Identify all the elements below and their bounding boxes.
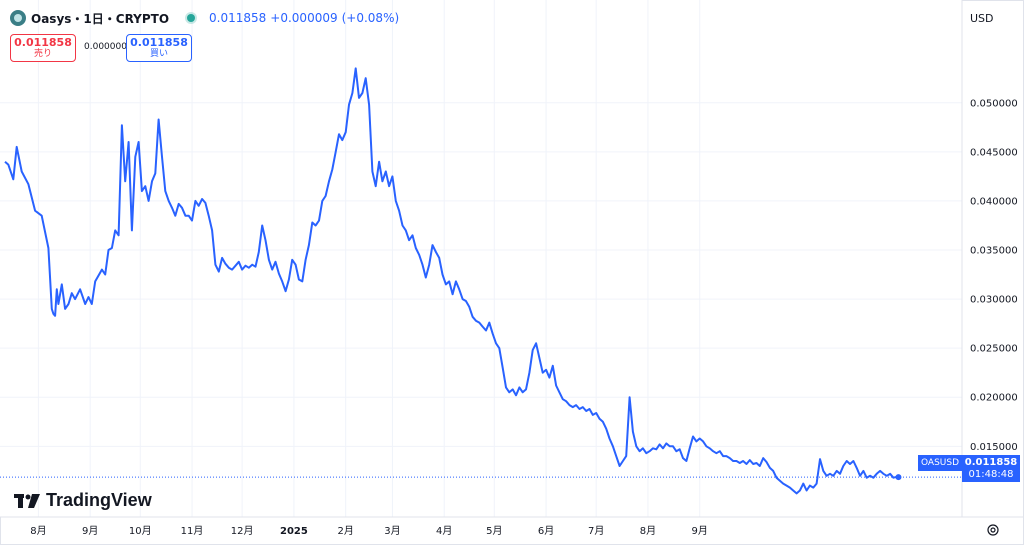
price-axis[interactable]: 0.050000 0.045000 0.040000 0.035000 0.030000… (970, 98, 1018, 453)
grid-vertical (37, 0, 701, 517)
price-axis-tick: 0.015000 (970, 442, 1018, 453)
currency-selector[interactable]: USD (966, 6, 1022, 30)
price-change-percent: (+0.08%) (341, 11, 400, 25)
time-axis-tick: 6月 (538, 525, 554, 537)
price-change: +0.000009 (270, 11, 338, 25)
buy-button[interactable]: 0.011858 買い (126, 34, 192, 62)
bar-countdown: 01:48:48 (968, 468, 1014, 480)
last-price-label-value: 0.011858 (964, 456, 1018, 468)
time-axis[interactable]: 8月 9月 10月 11月 12月 2025 2月 3月 4月 5月 6月 7月 8月 9月 (30, 525, 708, 537)
time-axis-tick: 10月 (129, 525, 152, 537)
time-axis-tick: 7月 (588, 525, 604, 537)
settings-gear-icon[interactable] (986, 523, 1000, 537)
time-axis-tick: 2月 (337, 525, 353, 537)
time-axis-tick: 9月 (82, 525, 98, 537)
time-axis-tick: 8月 (640, 525, 656, 537)
oasys-logo-icon (10, 10, 26, 26)
buy-price: 0.011858 (130, 36, 188, 49)
last-price-label: 0.011858 01:48:48 (962, 455, 1020, 482)
sell-price: 0.011858 (14, 36, 72, 49)
market-open-status-icon (187, 14, 196, 22)
ticker-tag: OASUSD (918, 455, 962, 471)
sell-label: 売り (33, 49, 52, 59)
spread-value: 0.000000 (84, 42, 127, 52)
tradingview-logo-icon (14, 493, 40, 508)
price-line-series (4, 67, 899, 495)
price-axis-tick: 0.050000 (970, 98, 1018, 109)
currency-label: USD (970, 11, 994, 25)
time-axis-tick: 5月 (486, 525, 502, 537)
last-price-dot (895, 474, 902, 481)
sell-button[interactable]: 0.011858 売り (10, 34, 76, 62)
price-axis-tick: 0.045000 (970, 147, 1018, 158)
time-axis-tick: 4月 (436, 525, 452, 537)
last-price: 0.011858 (209, 11, 267, 25)
price-axis-tick: 0.040000 (970, 196, 1018, 207)
price-axis-tick: 0.030000 (970, 295, 1018, 306)
price-axis-tick: 0.035000 (970, 246, 1018, 257)
time-axis-tick: 11月 (181, 525, 204, 537)
time-axis-tick: 8月 (30, 525, 46, 537)
symbol-title[interactable]: Oasys・1日・CRYPTO (31, 11, 170, 26)
grid-horizontal (0, 102, 962, 447)
tradingview-wordmark: TradingView (46, 490, 152, 510)
time-axis-tick: 9月 (692, 525, 708, 537)
price-axis-tick: 0.025000 (970, 344, 1018, 355)
buy-label: 買い (149, 49, 168, 59)
time-axis-tick: 12月 (231, 525, 254, 537)
time-axis-tick: 3月 (384, 525, 400, 537)
tradingview-logo[interactable]: TradingView (14, 490, 152, 511)
time-axis-tick: 2025 (280, 526, 308, 537)
price-axis-tick: 0.020000 (970, 393, 1018, 404)
chart-legend-header: Oasys・1日・CRYPTO 0.011858 +0.000009 (+0.0… (10, 8, 399, 28)
